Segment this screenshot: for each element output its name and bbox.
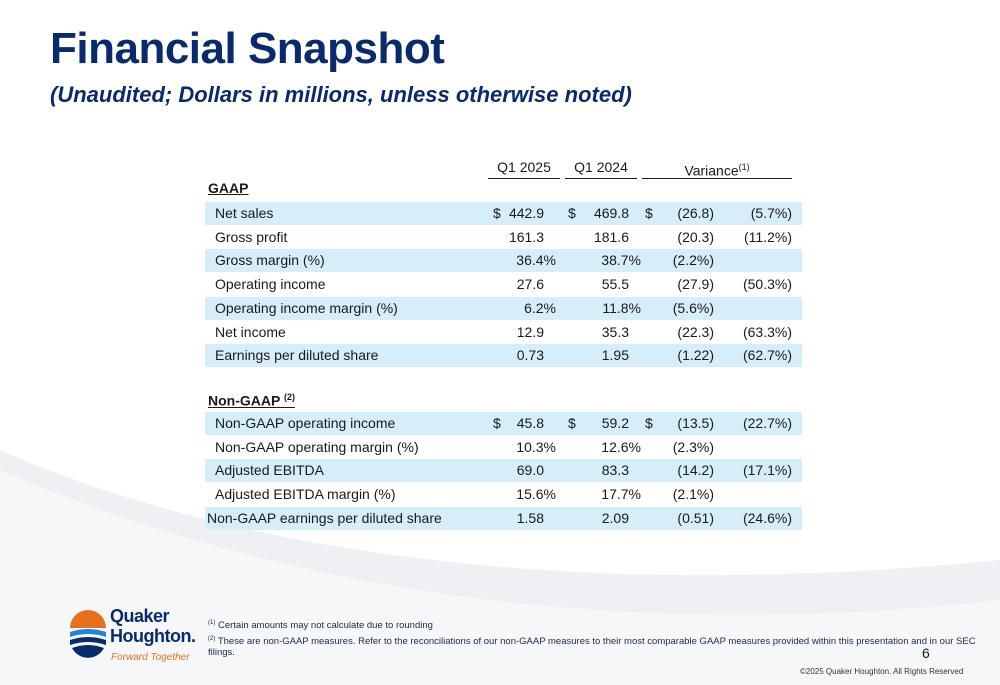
variance-value: (26.8) bbox=[677, 205, 714, 221]
table-row: Operating income 27.6 55.5 (27.9) (50.3%) bbox=[205, 273, 802, 296]
variance-value: (5.6%) bbox=[672, 299, 714, 316]
table-row: Non-GAAP earnings per diluted share 1.58 2… bbox=[205, 506, 802, 530]
prev-value: 59.2 bbox=[601, 415, 629, 431]
variance-footnote-mark: (1) bbox=[738, 162, 750, 172]
cur-value: 10.3% bbox=[516, 438, 556, 455]
row-label: Non-GAAP earnings per diluted share bbox=[207, 509, 442, 526]
variance-value: (2.1%) bbox=[672, 486, 714, 503]
cur-value: 45.8 bbox=[516, 415, 544, 431]
cur-value: 442.9 bbox=[508, 205, 544, 221]
cur-value: 6.2% bbox=[524, 299, 556, 316]
variance-percent: (24.6%) bbox=[742, 509, 792, 526]
prev-value: 181.6 bbox=[593, 228, 629, 245]
variance-percent: (17.1%) bbox=[742, 462, 792, 479]
variance-percent: (63.3%) bbox=[742, 323, 792, 340]
variance-value: (14.2) bbox=[677, 462, 714, 479]
var-dollar-sign: $ bbox=[645, 205, 653, 221]
cur-value: 0.73 bbox=[516, 347, 544, 364]
prev-value: 83.3 bbox=[601, 462, 629, 479]
table-row: Non-GAAP operating margin (%) 10.3% 12.6% (… bbox=[205, 436, 802, 459]
row-label: Net sales bbox=[215, 205, 274, 221]
table-row: Net income 12.9 35.3 (22.3) (63.3%) bbox=[205, 321, 802, 344]
row-label: Non-GAAP operating income bbox=[215, 415, 396, 431]
logo-text-houghton: Houghton. bbox=[110, 626, 196, 646]
row-label: Earnings per diluted share bbox=[215, 347, 379, 364]
prev-value: 55.5 bbox=[601, 276, 629, 293]
cur-dollar-sign: $ bbox=[493, 205, 501, 221]
logo-tagline: Forward Together bbox=[111, 652, 190, 663]
section-gaap-heading: GAAP bbox=[208, 180, 249, 196]
table-row: Gross margin (%) 36.4% 38.7% (2.2%) bbox=[205, 249, 802, 273]
variance-percent: (50.3%) bbox=[742, 276, 792, 293]
row-label: Operating income bbox=[215, 276, 326, 293]
col-header-q1-2025: Q1 2025 bbox=[488, 150, 560, 179]
table-row: Net sales $442.9 $469.8 $ (26.8) (5.7%) bbox=[205, 202, 802, 225]
col-header-q1-2024: Q1 2024 bbox=[565, 150, 637, 179]
company-logo: Quaker Houghton. Forward Together bbox=[68, 606, 198, 670]
logo-emblem-icon bbox=[70, 610, 106, 658]
logo-text-quaker: Quaker bbox=[110, 606, 170, 626]
footnote-1: (1) Certain amounts may not calculate du… bbox=[208, 620, 433, 632]
cur-value: 1.58 bbox=[516, 509, 544, 526]
table-row: Earnings per diluted share 0.73 1.95 (1.22)… bbox=[205, 344, 802, 368]
col-header-variance: Variance(1) bbox=[642, 150, 792, 179]
variance-percent: (5.7%) bbox=[750, 205, 792, 221]
prev-dollar-sign: $ bbox=[568, 205, 576, 221]
table-row: Adjusted EBITDA margin (%) 15.6% 17.7% (2.1… bbox=[205, 483, 802, 506]
prev-value: 469.8 bbox=[593, 205, 629, 221]
variance-value: (13.5) bbox=[677, 415, 714, 431]
variance-value: (2.2%) bbox=[672, 252, 714, 269]
cur-value: 36.4% bbox=[516, 252, 556, 269]
prev-value: 35.3 bbox=[601, 323, 629, 340]
row-label: Adjusted EBITDA margin (%) bbox=[215, 486, 396, 503]
footnote-2: (2) These are non-GAAP measures. Refer t… bbox=[208, 636, 976, 659]
var-dollar-sign: $ bbox=[645, 415, 653, 431]
cur-value: 12.9 bbox=[516, 323, 544, 340]
section-non-gaap-heading: Non-GAAP (2) bbox=[208, 392, 295, 409]
variance-value: (20.3) bbox=[677, 228, 714, 245]
variance-percent: (11.2%) bbox=[744, 228, 792, 245]
table-row: Adjusted EBITDA 69.0 83.3 (14.2) (17.1%) bbox=[205, 459, 802, 483]
row-label: Non-GAAP operating margin (%) bbox=[215, 438, 419, 455]
variance-value: (1.22) bbox=[677, 347, 714, 364]
cur-value: 161.3 bbox=[508, 228, 544, 245]
variance-value: (22.3) bbox=[677, 323, 714, 340]
row-label: Operating income margin (%) bbox=[215, 299, 398, 316]
cur-value: 27.6 bbox=[516, 276, 544, 293]
row-label: Gross profit bbox=[215, 228, 288, 245]
page-title: Financial Snapshot bbox=[50, 24, 445, 73]
prev-value: 17.7% bbox=[601, 486, 641, 503]
variance-percent: (62.7%) bbox=[742, 347, 792, 364]
variance-value: (27.9) bbox=[677, 276, 714, 293]
variance-value: (2.3%) bbox=[672, 438, 714, 455]
row-label: Gross margin (%) bbox=[215, 252, 325, 269]
cur-value: 69.0 bbox=[516, 462, 544, 479]
prev-value: 11.8% bbox=[602, 299, 641, 316]
table-row: Operating income margin (%) 6.2% 11.8% (5.6… bbox=[205, 296, 802, 320]
cur-value: 15.6% bbox=[516, 486, 556, 503]
prev-value: 38.7% bbox=[601, 252, 641, 269]
table-row: Gross profit 161.3 181.6 (20.3) (11.2%) bbox=[205, 226, 802, 249]
variance-percent: (22.7%) bbox=[742, 415, 792, 431]
prev-value: 1.95 bbox=[601, 347, 629, 364]
row-label: Adjusted EBITDA bbox=[215, 462, 324, 479]
page-subtitle: (Unaudited; Dollars in millions, unless … bbox=[50, 82, 632, 107]
prev-value: 12.6% bbox=[601, 438, 641, 455]
prev-value: 2.09 bbox=[601, 509, 629, 526]
copyright-text: ©2025 Quaker Houghton. All Rights Reserv… bbox=[800, 667, 964, 676]
variance-value: (0.51) bbox=[677, 509, 714, 526]
prev-dollar-sign: $ bbox=[568, 415, 576, 431]
row-label: Net income bbox=[215, 323, 286, 340]
page-number: 6 bbox=[922, 645, 930, 661]
table-row: Non-GAAP operating income $45.8 $59.2 $ (13.… bbox=[205, 412, 802, 435]
non-gaap-footnote-mark: (2) bbox=[283, 392, 295, 402]
footnotes: (1) Certain amounts may not calculate du… bbox=[208, 620, 1000, 663]
cur-dollar-sign: $ bbox=[493, 415, 501, 431]
